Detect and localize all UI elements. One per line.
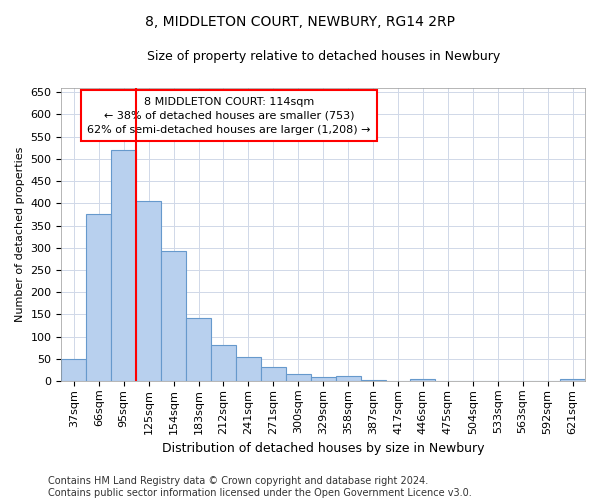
Text: Contains HM Land Registry data © Crown copyright and database right 2024.
Contai: Contains HM Land Registry data © Crown c… [48,476,472,498]
Bar [111,150,136,381]
X-axis label: Distribution of detached houses by size in Newbury: Distribution of detached houses by size … [162,442,484,455]
Bar [560,379,585,381]
Text: 8, MIDDLETON COURT, NEWBURY, RG14 2RP: 8, MIDDLETON COURT, NEWBURY, RG14 2RP [145,15,455,29]
Y-axis label: Number of detached properties: Number of detached properties [15,146,25,322]
Bar [161,251,186,381]
Bar [261,368,286,381]
Title: Size of property relative to detached houses in Newbury: Size of property relative to detached ho… [146,50,500,63]
Bar [361,380,386,381]
Text: 8 MIDDLETON COURT: 114sqm
← 38% of detached houses are smaller (753)
62% of semi: 8 MIDDLETON COURT: 114sqm ← 38% of detac… [87,96,371,134]
Bar [311,378,335,381]
Bar [236,357,261,381]
Bar [136,201,161,381]
Bar [211,345,236,381]
Bar [86,214,111,381]
Bar [186,318,211,381]
Bar [335,376,361,381]
Bar [410,380,436,381]
Bar [286,374,311,381]
Bar [61,359,86,381]
